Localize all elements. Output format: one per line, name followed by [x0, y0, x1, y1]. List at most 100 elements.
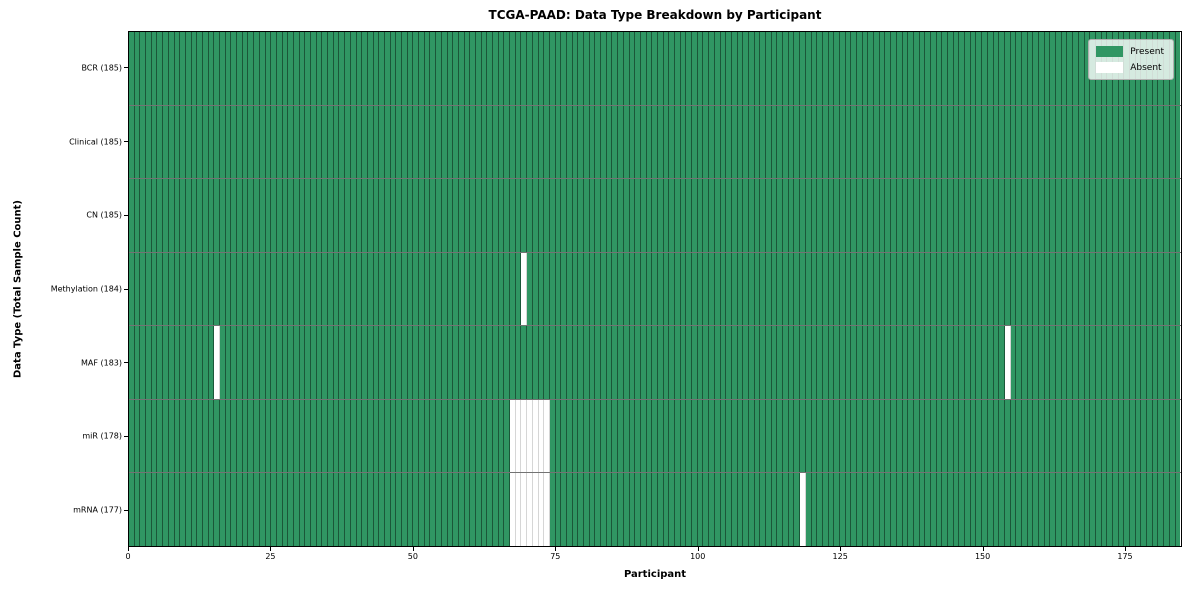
heatmap-cell — [1050, 399, 1057, 473]
heatmap-cell — [1044, 399, 1051, 473]
heatmap-cell — [214, 326, 220, 399]
heatmap-cell — [515, 32, 522, 105]
heatmap-cell — [743, 105, 749, 179]
heatmap-cell — [191, 105, 198, 179]
heatmap-cell — [1147, 326, 1153, 399]
heatmap-cell — [731, 105, 738, 179]
heatmap-cell — [760, 473, 766, 547]
heatmap-cell — [544, 252, 550, 326]
heatmap-cell — [970, 179, 977, 252]
heatmap-cell — [936, 179, 943, 252]
heatmap-cell — [532, 399, 539, 473]
heatmap-cell — [134, 179, 141, 252]
heatmap-cell — [1016, 32, 1022, 105]
heatmap-cell — [248, 473, 255, 547]
heatmap-cell — [185, 399, 192, 473]
heatmap-cell — [498, 473, 505, 547]
heatmap-cell — [862, 105, 869, 179]
heatmap-cell — [305, 326, 311, 399]
heatmap-row-Clinical — [129, 105, 1181, 180]
heatmap-cell — [271, 473, 277, 547]
heatmap-cell — [1021, 105, 1028, 179]
heatmap-cell — [612, 399, 619, 473]
heatmap-cell — [1050, 105, 1057, 179]
heatmap-cell — [834, 32, 840, 105]
heatmap-cell — [396, 105, 402, 179]
heatmap-cell — [862, 399, 869, 473]
heatmap-cell — [731, 399, 738, 473]
heatmap-cell — [896, 326, 903, 399]
heatmap-cell — [1056, 399, 1062, 473]
heatmap-cell — [413, 473, 420, 547]
heatmap-cell — [305, 473, 311, 547]
heatmap-cell — [686, 399, 693, 473]
heatmap-cell — [151, 399, 158, 473]
heatmap-cell — [976, 326, 983, 399]
heatmap-cell — [902, 252, 909, 326]
heatmap-cell — [987, 32, 994, 105]
heatmap-cell — [908, 326, 914, 399]
heatmap-cell — [532, 32, 539, 105]
heatmap-cell — [475, 179, 482, 252]
heatmap-cell — [635, 326, 641, 399]
heatmap-cell — [669, 399, 675, 473]
heatmap-cell — [1067, 252, 1074, 326]
heatmap-cell — [828, 473, 835, 547]
heatmap-cell — [220, 179, 226, 252]
heatmap-cell — [720, 105, 727, 179]
heatmap-cell — [1073, 105, 1079, 179]
ytick-mark — [124, 509, 128, 511]
heatmap-cell — [686, 32, 693, 105]
heatmap-cell — [999, 105, 1005, 179]
heatmap-cell — [544, 32, 550, 105]
heatmap-cell — [800, 252, 806, 326]
heatmap-cell — [521, 399, 528, 473]
heatmap-cell — [783, 252, 789, 326]
heatmap-cell — [925, 473, 931, 547]
heatmap-cell — [959, 252, 966, 326]
heatmap-cell — [1027, 179, 1034, 252]
heatmap-cell — [276, 32, 283, 105]
heatmap-cell — [942, 32, 948, 105]
heatmap-cell — [146, 399, 152, 473]
heatmap-cell — [771, 179, 778, 252]
heatmap-cell — [1073, 32, 1079, 105]
heatmap-cell — [663, 105, 670, 179]
heatmap-cell — [402, 179, 408, 252]
heatmap-cell — [384, 399, 391, 473]
heatmap-cell — [538, 179, 545, 252]
heatmap-cell — [743, 399, 749, 473]
heatmap-cell — [936, 399, 943, 473]
heatmap-cell — [754, 326, 761, 399]
heatmap-cell — [225, 252, 232, 326]
heatmap-cell — [987, 105, 994, 179]
ytick-label: MAF (183) — [80, 358, 122, 368]
heatmap-cell — [1175, 105, 1181, 179]
heatmap-cell — [293, 105, 300, 179]
heatmap-cell — [481, 473, 488, 547]
heatmap-cell — [828, 105, 835, 179]
heatmap-cell — [419, 326, 425, 399]
heatmap-cell — [458, 105, 465, 179]
heatmap-cell — [936, 32, 943, 105]
heatmap-cell — [1169, 326, 1176, 399]
heatmap-cell — [1078, 105, 1085, 179]
heatmap-cell — [680, 326, 687, 399]
heatmap-cell — [851, 399, 857, 473]
heatmap-cell — [373, 105, 380, 179]
heatmap-cell — [430, 32, 437, 105]
heatmap-cell — [879, 399, 886, 473]
heatmap-cell — [282, 326, 289, 399]
heatmap-cell — [857, 32, 863, 105]
heatmap-cell — [669, 326, 675, 399]
heatmap-cell — [1084, 473, 1091, 547]
heatmap-cell — [1039, 326, 1045, 399]
heatmap-cell — [601, 32, 607, 105]
heatmap-cell — [982, 399, 988, 473]
heatmap-cell — [197, 32, 203, 105]
heatmap-cell — [663, 473, 670, 547]
heatmap-cell — [839, 252, 846, 326]
heatmap-cell — [606, 179, 613, 252]
heatmap-cell — [1152, 326, 1159, 399]
heatmap-cell — [1044, 326, 1051, 399]
